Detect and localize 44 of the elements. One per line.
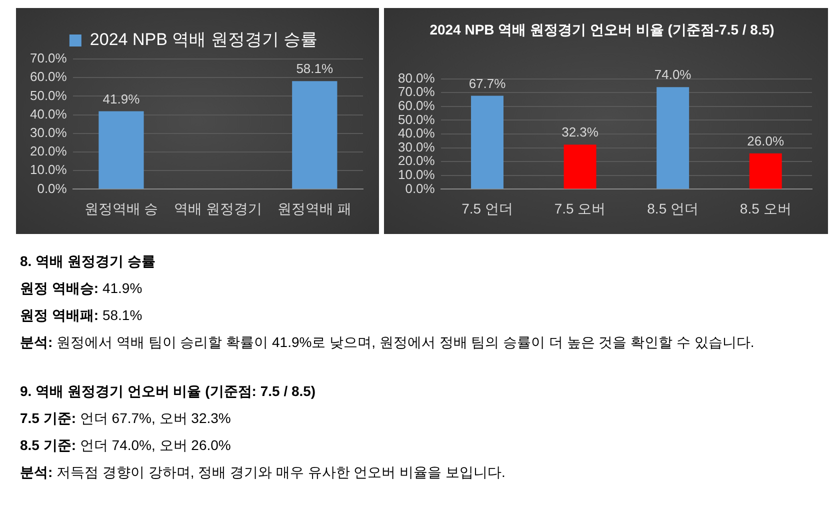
- data-label: 58.1%: [296, 61, 334, 76]
- bar: [749, 153, 782, 189]
- data-label: 41.9%: [102, 91, 140, 106]
- y-tick-label: 80.0%: [398, 70, 436, 86]
- y-tick-label: 20.0%: [398, 153, 436, 168]
- x-tick-label: 8.5 언더: [647, 200, 699, 216]
- x-tick-label: 8.5 오버: [740, 200, 792, 216]
- bar: [471, 96, 504, 189]
- y-tick-label: 40.0%: [30, 106, 68, 122]
- chart-title: 2024 NPB 역배 원정경기 언오버 비율 (기준점-7.5 / 8.5): [430, 21, 774, 38]
- x-tick-label: 원정역배 패: [278, 200, 352, 216]
- text: 분석: 저득점 경향이 강하며, 정배 경기와 매우 유사한 언오버 비율을 보입니다.: [20, 464, 506, 480]
- text: 원정 역배패: 58.1%: [20, 307, 142, 323]
- data-label: 74.0%: [654, 67, 692, 82]
- text: 8.5 기준: 언더 74.0%, 오버 26.0%: [20, 437, 231, 453]
- y-tick-label: 70.0%: [30, 50, 68, 66]
- y-tick-label: 0.0%: [37, 180, 68, 196]
- y-tick-label: 60.0%: [30, 69, 68, 84]
- bar: [656, 87, 690, 189]
- y-tick-label: 50.0%: [30, 88, 68, 103]
- y-tick-label: 10.0%: [30, 162, 68, 178]
- y-tick-label: 50.0%: [398, 112, 436, 127]
- y-tick-label: 40.0%: [398, 126, 436, 141]
- bar: [564, 144, 596, 189]
- text: 원정 역배승: 41.9%: [20, 280, 142, 296]
- y-tick-label: 20.0%: [30, 144, 68, 159]
- text: 9. 역배 원정경기 언오버 비율 (기준점: 7.5 / 8.5): [20, 382, 317, 401]
- y-tick-label: 60.0%: [398, 98, 436, 113]
- y-tick-label: 70.0%: [398, 84, 436, 100]
- data-label: 32.3%: [562, 124, 599, 140]
- y-tick-label: 0.0%: [405, 180, 436, 196]
- y-tick-label: 10.0%: [398, 166, 436, 182]
- y-tick-label: 30.0%: [398, 139, 436, 154]
- data-label: 26.0%: [747, 133, 784, 148]
- legend-label: 2024 NPB 역배 원정경기 승률: [90, 30, 318, 50]
- x-tick-label: 역배 원정경기: [174, 200, 262, 216]
- x-tick-label: 원정역배 승: [84, 200, 158, 216]
- data-label: 67.7%: [468, 76, 506, 91]
- text: 분석: 원정에서 역배 팀이 승리할 확률이 41.9%로 낮으며, 원정에서 정배 팀의 승률이 더 높은 것을 확인할 수 있습니다.: [20, 334, 754, 350]
- text: 8. 역배 원정경기 승률: [20, 252, 156, 271]
- y-tick-label: 30.0%: [30, 124, 68, 140]
- text: 7.5 기준: 언더 67.7%, 오버 32.3%: [20, 410, 231, 426]
- x-tick-label: 7.5 오버: [554, 200, 606, 216]
- x-tick-label: 7.5 언더: [462, 200, 513, 216]
